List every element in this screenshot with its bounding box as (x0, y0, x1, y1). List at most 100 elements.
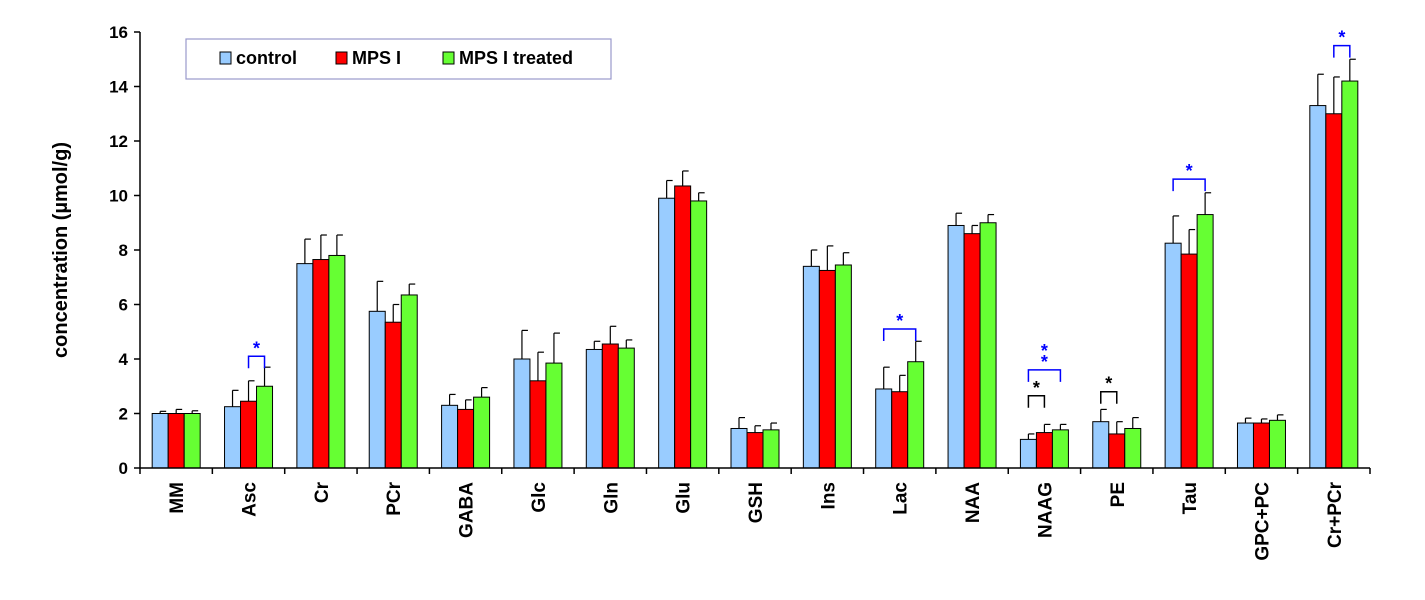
bar-naag-series-3 (1051, 429, 1069, 469)
bar-lac-series-1 (875, 388, 893, 469)
y-tick-label: 0 (119, 459, 128, 478)
y-tick-label: 6 (119, 296, 128, 315)
legend-swatch-3 (442, 51, 455, 65)
bar-gln-series-3 (617, 347, 635, 469)
x-tick-label: Cr+PCr (1325, 481, 1346, 548)
bar-gaba-series-1 (441, 404, 459, 469)
bar-ins-series-3 (834, 264, 852, 469)
significance-bracket (247, 355, 266, 369)
x-tick-label: GSH (746, 482, 767, 523)
y-tick-label: 16 (109, 23, 128, 42)
x-tick-label: MM (167, 482, 188, 514)
bar-cr-series-2 (312, 259, 330, 469)
bar-pe-series-1 (1092, 421, 1110, 469)
legend-swatch-1 (219, 51, 232, 65)
bar-gsh-series-3 (762, 429, 780, 469)
significance-annotations: ******** (247, 28, 1351, 408)
legend-swatch-2 (335, 51, 348, 65)
axes: 0 2 4 6 8 10 12 14 16 MM Asc Cr PCr GABA Glc Gln Glu GSH I… (109, 23, 1371, 561)
bars-layer (151, 80, 1359, 469)
bar-cr-pcr-series-3 (1341, 80, 1359, 469)
bar-cr-pcr-series-1 (1309, 105, 1327, 469)
bar-ins-series-2 (818, 269, 836, 469)
significance-marker: * (1105, 374, 1112, 394)
y-tick-label: 8 (119, 241, 128, 260)
bar-cr-series-3 (328, 254, 346, 469)
bar-gaba-series-3 (473, 396, 491, 469)
bar-asc-series-2 (240, 400, 258, 469)
bar-lac-series-3 (907, 361, 925, 469)
significance-marker: * (1033, 378, 1040, 398)
bar-gpc-pc-series-1 (1236, 422, 1254, 469)
bar-cr-series-1 (296, 263, 314, 469)
x-tick-label: Asc (240, 482, 261, 517)
legend-box (185, 38, 612, 80)
significance-marker: * (1041, 352, 1048, 372)
bar-ins-series-1 (802, 265, 820, 469)
bar-naag-series-2 (1035, 432, 1053, 469)
bar-gpc-pc-series-2 (1252, 422, 1270, 469)
bar-glu-series-2 (674, 185, 692, 469)
legend-label-1: control (236, 48, 297, 68)
bar-mm-series-1 (151, 413, 169, 469)
y-tick-label: 4 (119, 350, 129, 369)
bar-naa-series-3 (979, 222, 997, 469)
significance-marker: * (253, 338, 260, 358)
x-tick-label: Glu (674, 482, 695, 514)
bar-asc-series-1 (224, 406, 242, 469)
error-bars-layer (159, 58, 1356, 440)
bar-asc-series-3 (256, 385, 274, 469)
bar-pcr-series-3 (400, 294, 418, 469)
bar-gpc-pc-series-3 (1268, 419, 1286, 469)
x-tick-label: Gln (601, 482, 622, 514)
bar-glc-series-2 (529, 380, 547, 469)
bar-mm-series-2 (167, 413, 185, 469)
y-tick-label: 2 (119, 405, 128, 424)
bar-glu-series-1 (658, 197, 676, 469)
x-tick-label: NAAG (1035, 482, 1056, 538)
bar-glc-series-1 (513, 358, 531, 469)
significance-marker: * (1041, 341, 1048, 361)
significance-bracket (1172, 178, 1206, 192)
bar-pe-series-3 (1124, 427, 1142, 469)
bar-gaba-series-2 (457, 408, 475, 469)
significance-bracket (1027, 369, 1062, 382)
bar-naa-series-2 (963, 233, 981, 469)
significance-marker: * (1338, 28, 1345, 48)
y-axis-label: concentration (µmol/g) (50, 142, 72, 358)
legend: control MPS I MPS I treated (185, 38, 612, 80)
bar-pe-series-2 (1108, 433, 1126, 469)
bar-glc-series-3 (545, 362, 563, 469)
x-tick-label: Lac (891, 482, 912, 515)
x-tick-label: Tau (1180, 482, 1201, 514)
bar-mm-series-3 (183, 413, 201, 469)
x-tick-label: Ins (818, 482, 839, 509)
bar-lac-series-2 (891, 391, 909, 469)
significance-marker: * (1186, 161, 1193, 181)
bar-naa-series-1 (947, 224, 965, 469)
bar-cr-pcr-series-2 (1325, 113, 1343, 469)
significance-bracket (1333, 44, 1351, 58)
bar-pcr-series-1 (368, 310, 386, 469)
bar-glu-series-3 (690, 200, 708, 469)
y-tick-label: 10 (109, 187, 128, 206)
significance-marker: * (896, 311, 903, 331)
legend-label-3: MPS I treated (459, 48, 573, 68)
x-tick-label: Cr (312, 481, 333, 503)
bar-gsh-series-2 (746, 432, 764, 469)
bar-gln-series-1 (585, 348, 603, 469)
significance-bracket (882, 328, 917, 342)
x-tick-label: NAA (963, 482, 984, 523)
y-tick-label: 12 (109, 132, 128, 151)
bar-gsh-series-1 (730, 427, 748, 469)
bar-pcr-series-2 (384, 321, 402, 469)
x-tick-label: PCr (384, 481, 405, 515)
x-tick-label: GPC+PC (1252, 482, 1273, 561)
bar-tau-series-1 (1164, 242, 1182, 469)
significance-bracket (1100, 390, 1118, 404)
y-tick-label: 14 (109, 78, 128, 97)
significance-bracket (1027, 395, 1046, 408)
bar-gln-series-2 (601, 343, 619, 469)
x-tick-label: GABA (457, 482, 478, 538)
